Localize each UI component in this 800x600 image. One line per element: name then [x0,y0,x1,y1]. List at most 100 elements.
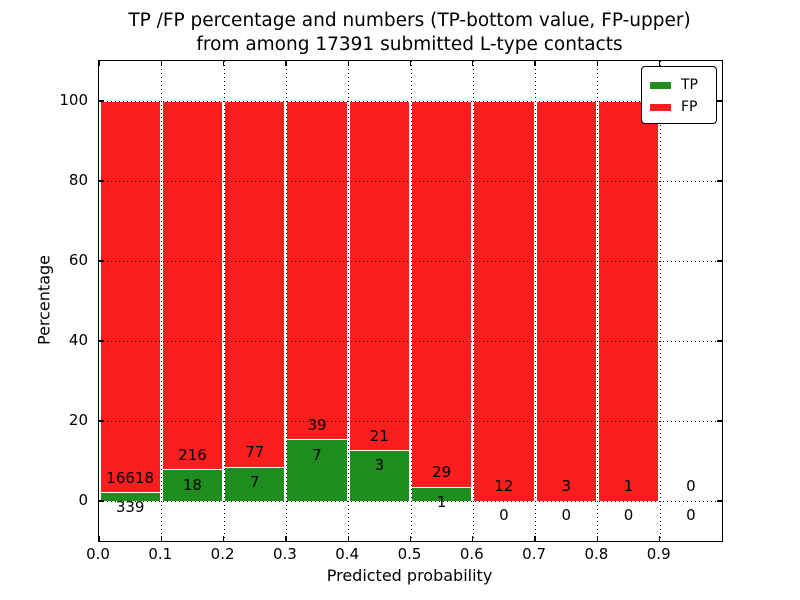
tp-count-label: 0 [686,506,696,525]
x-gridline [535,61,537,541]
x-axis-label: Predicted probability [326,566,493,585]
y-tick-left [99,420,104,422]
bar-segment-fp [536,101,596,501]
y-tick-left [99,340,104,342]
y-tick-right [717,100,722,102]
x-tick-top [160,61,162,66]
bar-segment-tp [349,451,409,501]
y-tick-right [717,180,722,182]
fp-count-label: 1 [623,476,634,495]
bar-segment-fp [412,101,472,488]
plot-area: TP FP 16618 339 216 18 77 7 39 7 21 3 29 1 12 0 3 0 1 0 0 0 [98,60,723,542]
legend: TP FP [641,66,717,124]
x-tick-top [534,61,536,66]
bar-segment-tp [100,493,160,501]
bar-segment-fp [598,101,659,501]
tp-count-label: 7 [312,445,322,464]
bar-segment-tp [225,467,285,501]
bar-segment-fp [349,101,409,451]
y-tick-left [99,500,104,502]
fp-count-label: 16618 [106,468,154,487]
x-tick-top [659,61,661,66]
x-gridline [659,61,661,541]
legend-label-fp: FP [681,99,698,115]
y-tick-left [99,180,104,182]
x-tick-top [285,61,287,66]
x-gridline [472,61,474,541]
tp-count-label: 7 [249,473,260,492]
tp-count-label: 339 [115,498,145,517]
legend-swatch-tp-icon [650,81,671,89]
x-tick-label: 0.0 [86,545,110,563]
tp-count-label: 18 [182,475,202,494]
y-tick-right [717,340,722,342]
x-tick-bottom [659,536,661,541]
fp-count-label: 39 [307,415,327,434]
x-gridline [223,61,225,541]
x-tick-top [596,61,599,66]
x-gridline [285,61,287,541]
y-tick-label: 20 [68,411,88,429]
tp-count-label: 1 [436,493,447,512]
fp-count-label: 0 [686,476,696,495]
x-tick-label: 0.1 [148,545,173,563]
x-tick-bottom [98,536,100,541]
legend-item-fp: FP [650,99,712,115]
fp-count-label: 12 [494,476,514,495]
x-gridline [597,61,599,541]
x-tick-top [98,61,100,66]
x-tick-label: 0.6 [459,545,484,563]
x-tick-bottom [347,536,349,541]
x-tick-label: 0.2 [210,545,235,563]
bar-segment-fp [287,101,347,441]
x-tick-bottom [160,536,162,541]
y-tick-label: 40 [68,331,88,349]
x-tick-label: 0.9 [646,545,671,563]
x-tick-bottom [409,536,412,541]
bar-segment-fp [100,101,160,493]
fp-count-label: 3 [561,476,572,495]
x-tick-label: 0.7 [522,545,547,563]
tp-count-label: 0 [561,506,572,525]
x-gridline [410,61,412,541]
y-tick-right [717,500,722,502]
legend-swatch-fp-icon [650,103,671,111]
y-tick-label: 60 [68,251,88,269]
x-tick-label: 0.8 [584,545,609,563]
bar-segment-fp [225,101,285,468]
fp-count-label: 77 [245,443,265,462]
chart-title: TP /FP percentage and numbers (TP-bottom… [98,9,721,57]
x-tick-bottom [222,536,225,541]
x-tick-bottom [285,536,287,541]
y-tick-label: 80 [68,171,88,189]
tp-count-label: 0 [623,506,634,525]
y-tick-left [99,100,104,102]
bar-segment-fp [162,101,223,471]
x-tick-label: 0.3 [272,545,297,563]
tp-count-label: 3 [374,456,385,475]
chart-title-line2: from among 17391 submitted L-type contac… [196,34,623,55]
legend-item-tp: TP [650,77,712,93]
y-tick-right [717,420,722,422]
bar-segment-tp [162,470,223,501]
fp-count-label: 21 [369,426,389,445]
x-tick-top [472,61,474,66]
y-tick-label: 100 [59,91,88,109]
x-tick-top [347,61,349,66]
fp-count-label: 216 [178,446,207,465]
x-tick-bottom [596,536,599,541]
y-tick-label: 0 [78,491,88,509]
y-tick-left [99,260,104,262]
legend-label-tp: TP [681,77,698,93]
x-gridline [161,61,163,541]
tp-count-label: 0 [499,506,509,525]
y-tick-right [717,260,722,262]
x-tick-top [222,61,225,66]
x-tick-bottom [472,536,474,541]
fp-count-label: 29 [432,463,452,482]
x-tick-bottom [534,536,536,541]
x-tick-label: 0.5 [397,545,422,563]
x-gridline [348,61,350,541]
bar-segment-tp [287,440,347,501]
